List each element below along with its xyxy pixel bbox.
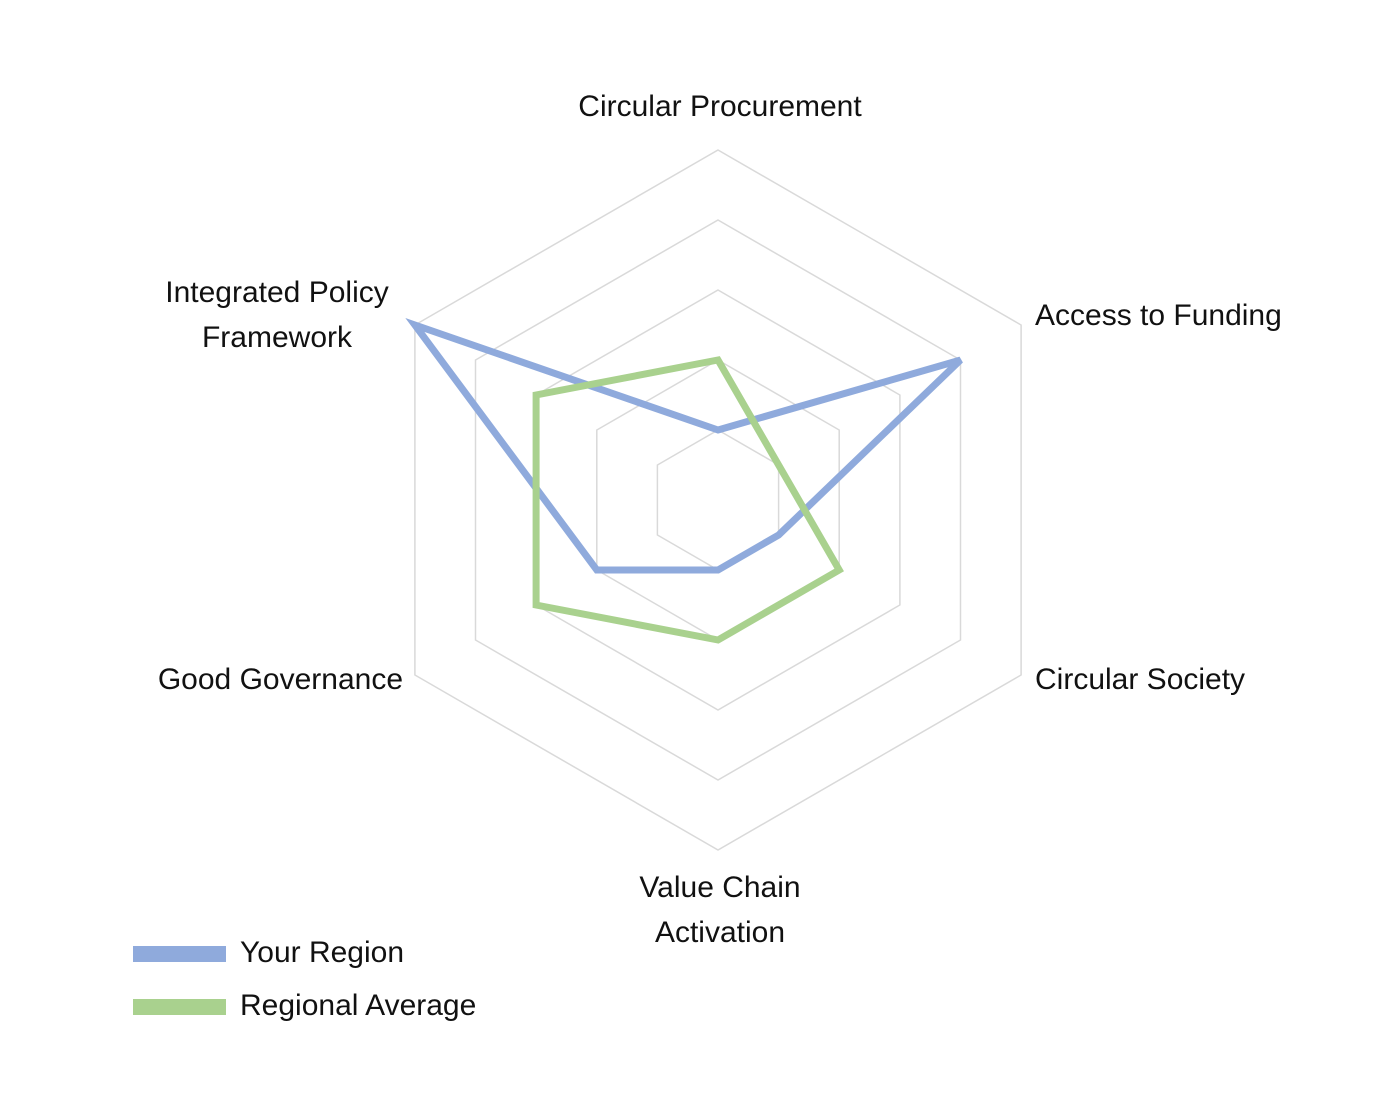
legend-swatch-1 bbox=[133, 999, 226, 1015]
axis-label-5: Integrated Policy Framework bbox=[165, 276, 388, 354]
axis-label-line: Circular Procurement bbox=[578, 90, 862, 123]
axis-label-line: Framework bbox=[202, 321, 353, 354]
axis-label-line: Good Governance bbox=[158, 663, 403, 696]
axis-label-line: Access to Funding bbox=[1035, 299, 1282, 332]
legend: Your Region Regional Average bbox=[133, 936, 476, 1022]
legend-swatch-0 bbox=[133, 946, 226, 962]
grid-ring-5 bbox=[414, 149, 1022, 851]
axis-label-line: Integrated Policy bbox=[165, 276, 388, 309]
series-line-1 bbox=[532, 356, 844, 644]
axis-label-3: Value Chain Activation bbox=[639, 871, 800, 949]
axis-label-0: Circular Procurement bbox=[578, 90, 862, 123]
radar-grid bbox=[414, 149, 1022, 851]
axis-label-line: Activation bbox=[655, 916, 785, 949]
legend-label-0: Your Region bbox=[240, 936, 404, 969]
legend-label-1: Regional Average bbox=[240, 989, 476, 1022]
series-line-0 bbox=[405, 317, 963, 574]
axis-label-1: Access to Funding bbox=[1035, 299, 1282, 332]
axis-labels: Circular Procurement Access to Funding Cir… bbox=[158, 90, 1282, 949]
radar-series bbox=[405, 317, 963, 644]
axis-label-line: Circular Society bbox=[1035, 663, 1245, 696]
axis-label-4: Good Governance bbox=[158, 663, 403, 696]
grid-ring-3 bbox=[535, 289, 901, 711]
axis-label-line: Value Chain bbox=[639, 871, 800, 904]
axis-label-2: Circular Society bbox=[1035, 663, 1245, 696]
